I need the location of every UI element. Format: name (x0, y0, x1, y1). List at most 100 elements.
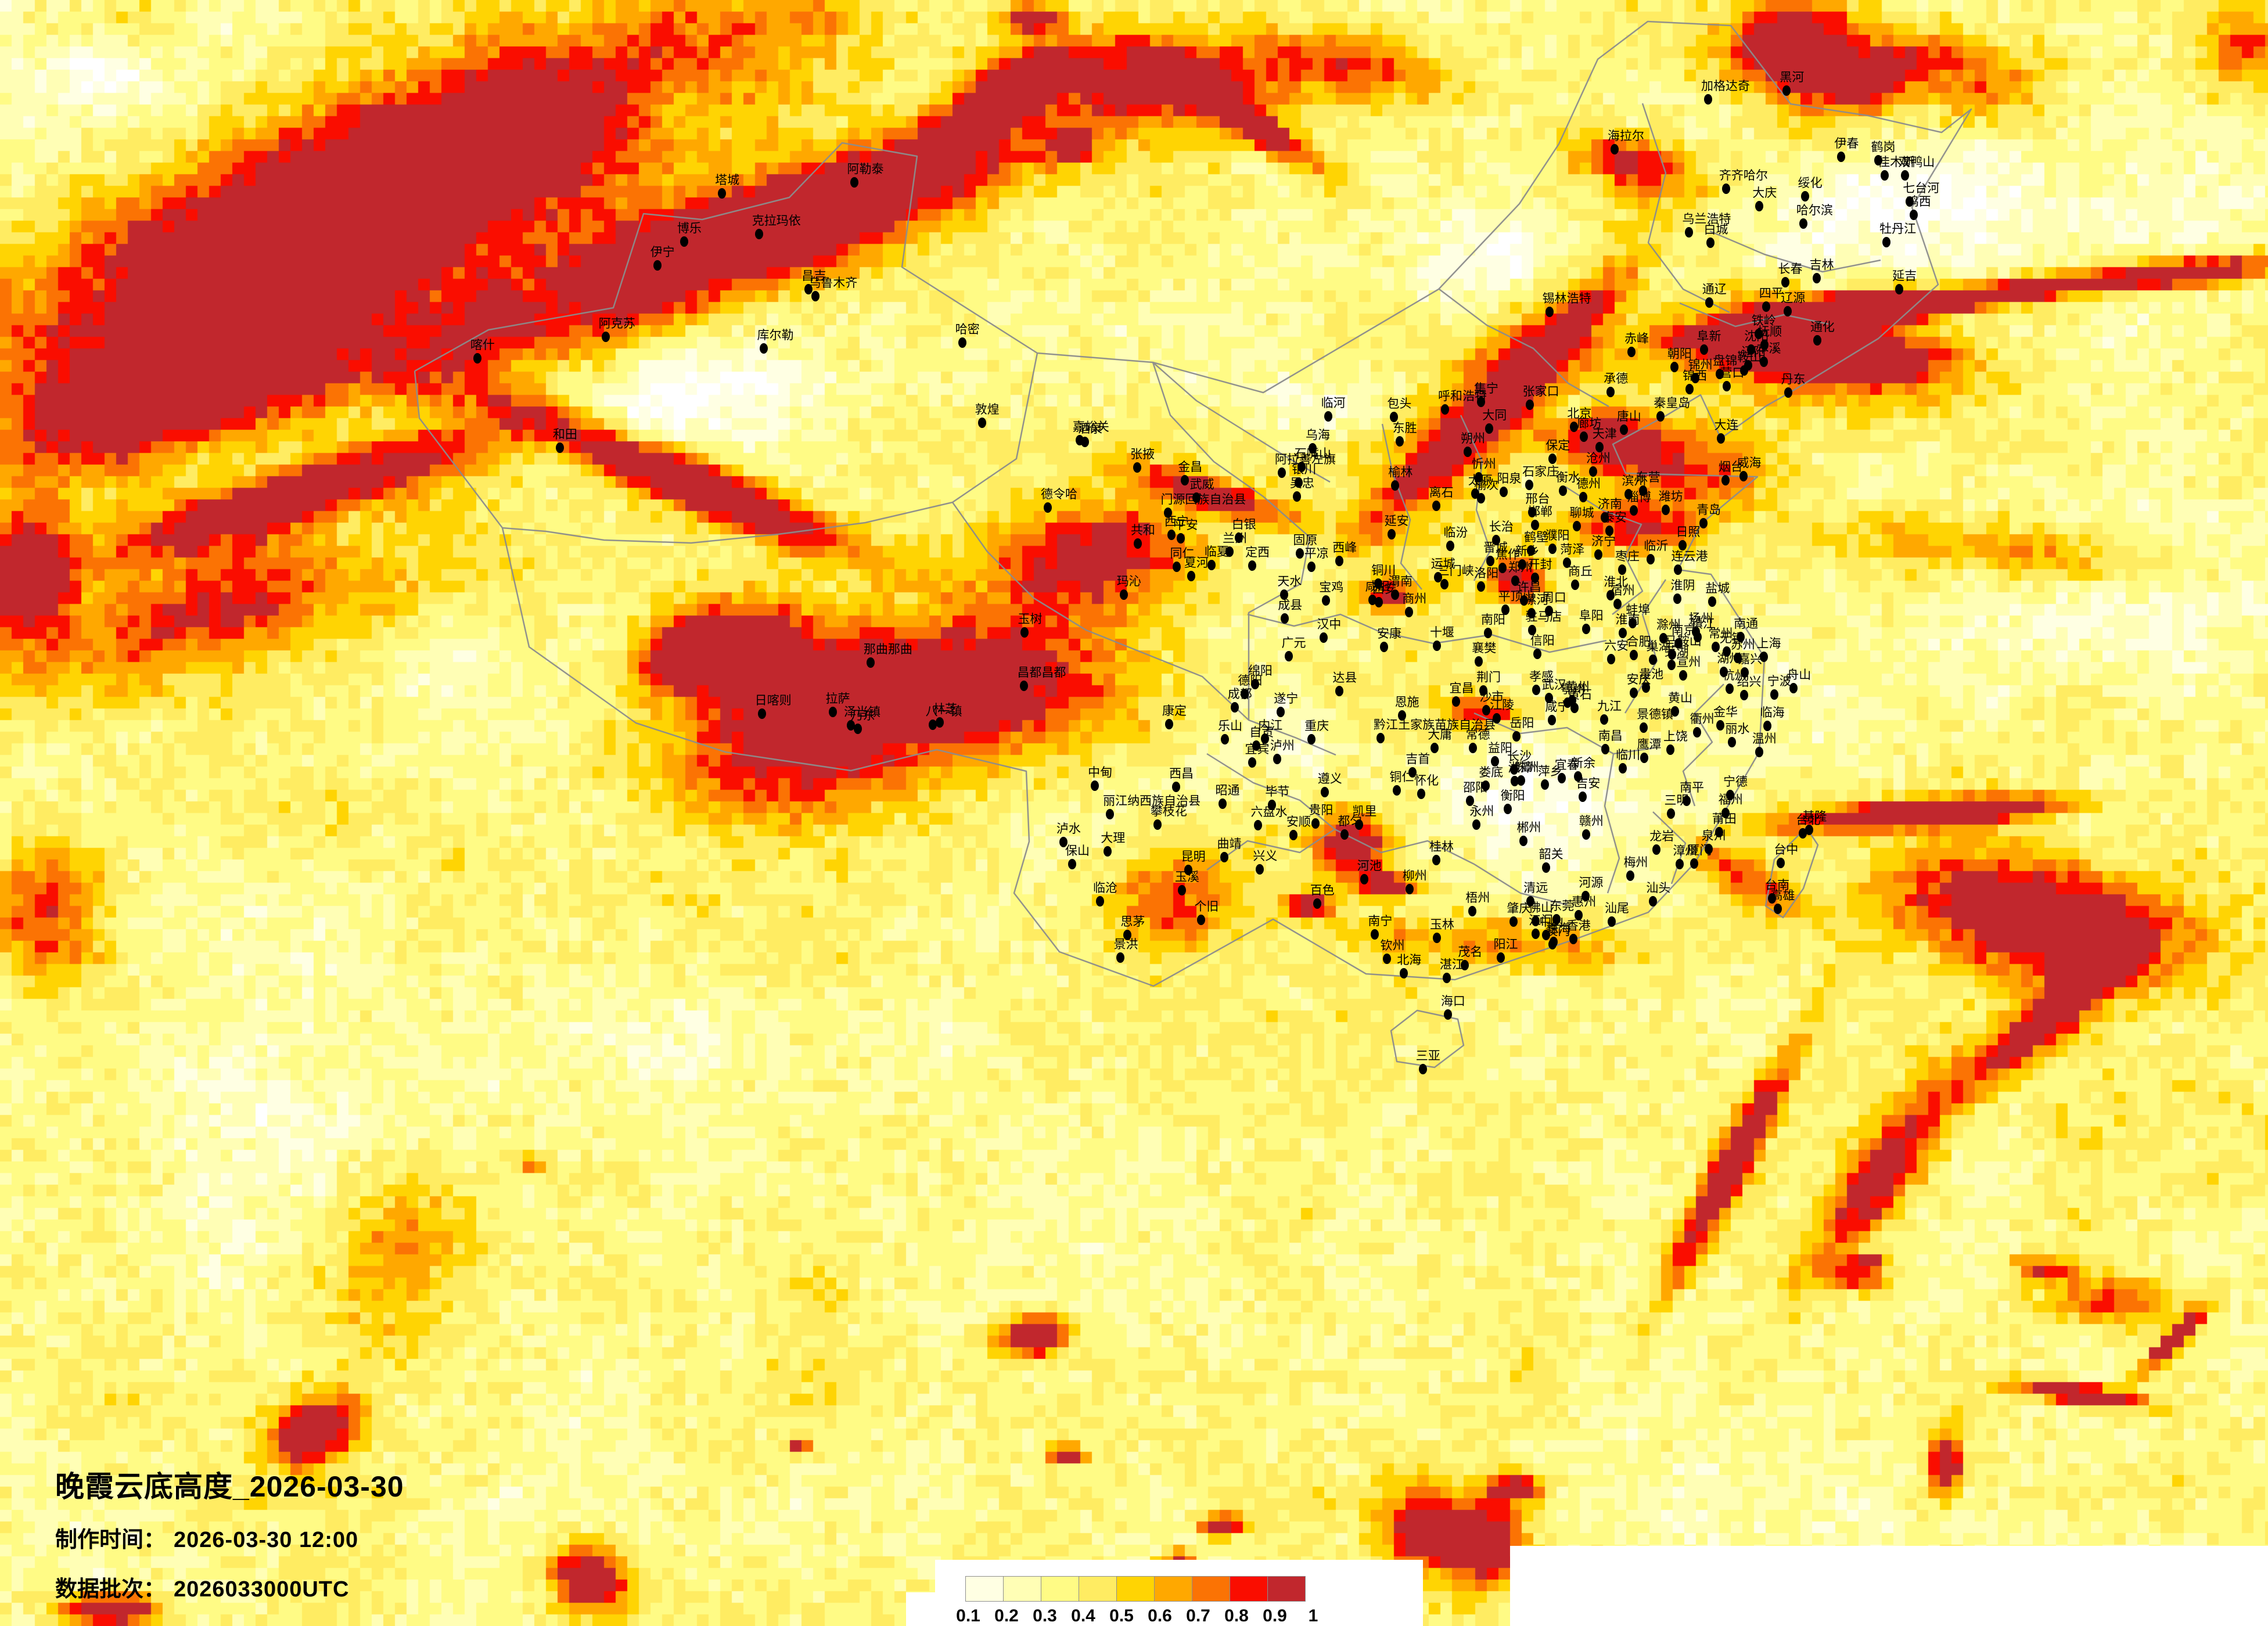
city-dot-icon (1739, 690, 1748, 701)
city-dot-icon (1248, 757, 1256, 768)
city-label: 景洪 (1113, 937, 1138, 951)
city-dot-icon (1572, 521, 1581, 532)
city-dot-icon (1882, 236, 1891, 247)
city-dot-icon (1176, 533, 1185, 544)
city-dot-icon (1837, 151, 1846, 162)
city-dot-icon (1747, 344, 1756, 355)
city-label: 临汾 (1443, 526, 1468, 540)
city-label: 鸡西 (1906, 195, 1931, 208)
city-label: 铜川 (1371, 563, 1396, 577)
city-dot-icon (680, 236, 688, 247)
city-label: 临沂 (1644, 539, 1669, 553)
city-dot-icon (1624, 489, 1633, 500)
city-label: 洛阳 (1474, 567, 1499, 581)
city-label: 南昌 (1598, 729, 1623, 743)
city-dot-icon (1582, 623, 1590, 634)
city-label: 蚌埠 (1626, 603, 1651, 617)
city-label: 玉林 (1429, 918, 1454, 931)
city-label: 吉首 (1406, 753, 1430, 767)
city-dot-icon (1721, 807, 1730, 818)
city-dot-icon (1464, 446, 1472, 457)
city-dot-icon (1580, 431, 1588, 443)
city-dot-icon (1601, 744, 1609, 755)
city-dot-icon (1579, 792, 1587, 803)
city-label: 大同 (1482, 409, 1507, 423)
city-label: 枣庄 (1615, 549, 1640, 563)
city-dot-icon (1558, 485, 1567, 496)
city-label: 中山 (1539, 915, 1564, 929)
city-dot-icon (1440, 579, 1448, 590)
city-label: 舟山 (1787, 668, 1811, 682)
city-dot-icon (1575, 909, 1583, 920)
legend-tick-label: 0.9 (1263, 1606, 1287, 1625)
city-dot-icon (1167, 529, 1176, 540)
city-dot-icon (1629, 618, 1637, 629)
city-label: 安康 (1377, 627, 1402, 641)
city-dot-icon (1446, 541, 1455, 552)
city-label: 南京 (1671, 623, 1696, 637)
city-label: 安庆 (1626, 673, 1651, 687)
city-dot-icon (1532, 684, 1540, 695)
city-dot-icon (1901, 170, 1910, 181)
city-label: 聊城 (1569, 506, 1594, 520)
city-dot-icon (1640, 722, 1648, 733)
city-dot-icon (1091, 780, 1099, 791)
city-label: 衡水 (1555, 470, 1580, 484)
city-dot-icon (1909, 209, 1918, 220)
made-time-label: 制作时间： (55, 1528, 166, 1552)
city-dot-icon (850, 177, 858, 188)
city-label: 牡丹江 (1879, 222, 1917, 236)
city-dot-icon (1277, 467, 1286, 478)
city-dot-icon (1452, 696, 1461, 707)
city-dot-icon (1526, 895, 1535, 906)
city-dot-icon (1640, 752, 1648, 763)
made-time-line: 制作时间： 2026-03-30 12:00 (55, 1521, 404, 1553)
city-label: 塔城 (715, 173, 740, 187)
city-label: 门源回族自治县 (1160, 493, 1246, 507)
city-label: 清远 (1523, 881, 1548, 895)
city-dot-icon (1600, 714, 1608, 725)
city-dot-icon (1582, 890, 1590, 901)
city-label: 新余 (1571, 757, 1595, 771)
city-label: 济南 (1597, 498, 1622, 512)
city-dot-icon (1184, 865, 1192, 876)
city-label: 八一镇 (925, 704, 962, 718)
city-label: 日照 (1676, 525, 1701, 539)
city-dot-icon (1397, 710, 1406, 721)
city-dot-icon (1690, 858, 1699, 869)
city-label: 成县 (1278, 599, 1303, 613)
city-label: 集宁 (1474, 382, 1499, 395)
city-dot-icon (1284, 650, 1293, 661)
city-label: 四平 (1759, 286, 1784, 300)
city-dot-icon (1674, 638, 1683, 649)
city-label: 博乐 (677, 221, 702, 235)
city-label: 淮南 (1615, 613, 1640, 627)
city-label: 拉萨 (825, 692, 850, 706)
city-dot-icon (1629, 505, 1638, 516)
city-dot-icon (1605, 525, 1613, 536)
city-label: 宣州 (1676, 655, 1701, 669)
city-dot-icon (1392, 785, 1401, 796)
city-label: 临沧 (1092, 882, 1117, 895)
city-dot-icon (1405, 883, 1414, 894)
city-dot-icon (1432, 932, 1441, 943)
city-dot-icon (804, 284, 813, 295)
city-label: 临川 (1616, 748, 1641, 762)
city-label: 宜昌 (1449, 681, 1474, 695)
city-label: 晋城 (1483, 541, 1508, 555)
city-label: 上饶 (1663, 729, 1688, 743)
city-dot-icon (1673, 593, 1682, 604)
city-dot-icon (1207, 559, 1216, 570)
city-dot-icon (1619, 762, 1627, 774)
city-dot-icon (1482, 705, 1491, 716)
city-dot-icon (1511, 575, 1519, 586)
city-dot-icon (1261, 733, 1270, 744)
city-dot-icon (1309, 443, 1317, 454)
city-label: 和田 (552, 427, 577, 441)
city-dot-icon (1482, 780, 1490, 792)
city-label: 商丘 (1568, 565, 1593, 578)
city-dot-icon (1253, 820, 1262, 831)
city-label: 嘉峪关 (1072, 420, 1109, 434)
city-dot-icon (1297, 461, 1306, 472)
city-label: 濮阳 (1545, 528, 1570, 542)
